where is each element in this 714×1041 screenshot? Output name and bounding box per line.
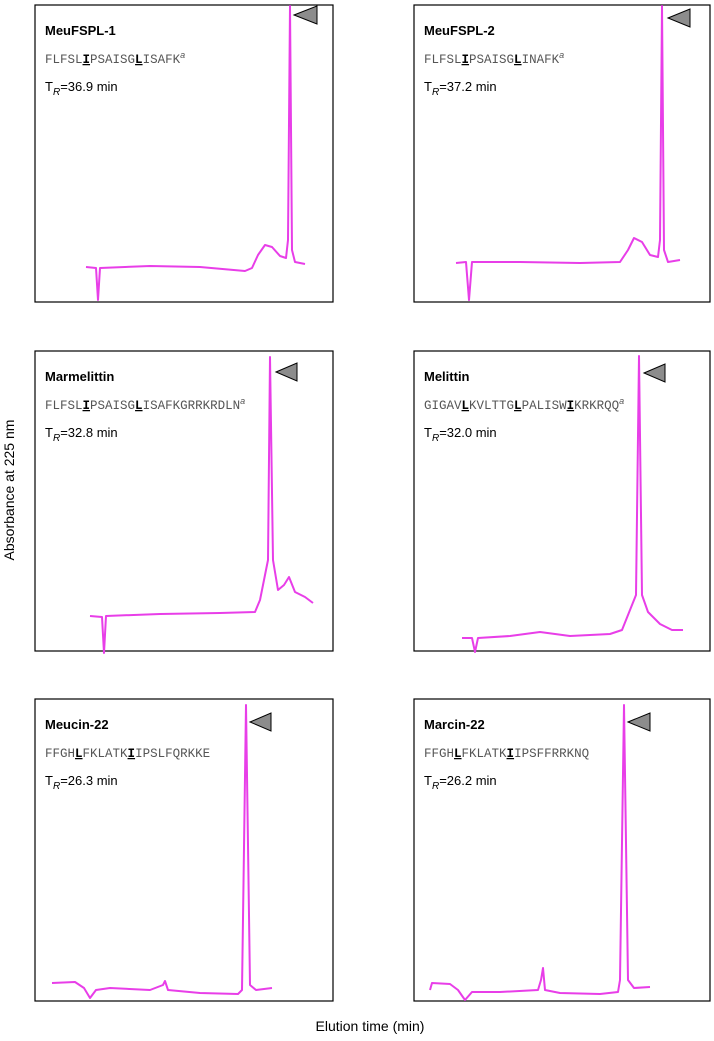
retention-value: =26.3 min xyxy=(60,773,117,788)
sequence: FFGHLFKLATKIIPSLFQRKKE xyxy=(45,747,210,761)
residue: L xyxy=(514,399,522,413)
residue: ISAFKGRRKRDLN xyxy=(143,399,241,413)
panel-box xyxy=(413,4,711,303)
footnote: a xyxy=(240,396,245,406)
retention-symbol: T xyxy=(45,79,53,94)
peptide-name: Marmelittin xyxy=(45,369,114,384)
peak-arrow xyxy=(642,363,666,383)
panel-box xyxy=(34,4,334,303)
chromatogram xyxy=(429,704,651,1001)
retention-value: =26.2 min xyxy=(439,773,496,788)
residue: I xyxy=(128,747,136,761)
residue: PSAISG xyxy=(90,399,135,413)
retention-time: TR=36.9 min xyxy=(45,79,118,98)
chromatogram xyxy=(462,355,683,653)
retention-subscript: R xyxy=(53,781,60,792)
residue: FKLATK xyxy=(83,747,129,761)
residue: I xyxy=(83,53,91,67)
chromatogram xyxy=(455,5,681,301)
residue: KRKRQQ xyxy=(574,399,619,413)
retention-subscript: R xyxy=(432,433,439,444)
residue: FFGH xyxy=(45,747,75,761)
peak-arrow xyxy=(292,5,318,25)
panel-box xyxy=(413,698,711,1002)
retention-subscript: R xyxy=(432,87,439,98)
retention-value: =32.8 min xyxy=(60,425,117,440)
peptide-name: Marcin-22 xyxy=(424,717,485,732)
sequence: GIGAVLKVLTTGLPALISWIKRKRQQa xyxy=(424,396,624,413)
retention-time: TR=26.3 min xyxy=(45,773,118,792)
traces xyxy=(34,4,711,1002)
residue: PSAISG xyxy=(469,53,514,67)
retention-value: =36.9 min xyxy=(60,79,117,94)
panel-box xyxy=(34,350,334,652)
residue: L xyxy=(514,53,522,67)
residue: IPSLFQRKKE xyxy=(135,747,210,761)
residue: I xyxy=(507,747,515,761)
residue: L xyxy=(454,747,462,761)
residue: FLFSL xyxy=(45,53,83,67)
retention-time: TR=32.0 min xyxy=(424,425,497,444)
retention-symbol: T xyxy=(45,425,53,440)
retention-symbol: T xyxy=(424,425,432,440)
residue: GIGAV xyxy=(424,399,462,413)
retention-subscript: R xyxy=(53,433,60,444)
sequence: FLFSLIPSAISGLISAFKa xyxy=(45,50,185,67)
retention-subscript: R xyxy=(53,87,60,98)
footnote: a xyxy=(559,50,564,60)
residue: PSAISG xyxy=(90,53,135,67)
retention-time: TR=32.8 min xyxy=(45,425,118,444)
peak-arrow xyxy=(248,712,272,732)
chromatogram xyxy=(89,356,314,654)
retention-time: TR=37.2 min xyxy=(424,79,497,98)
retention-symbol: T xyxy=(45,773,53,788)
residue: L xyxy=(135,53,143,67)
residue: FLFSL xyxy=(45,399,83,413)
peptide-name: Melittin xyxy=(424,369,470,384)
residue: ISAFK xyxy=(143,53,181,67)
retention-value: =32.0 min xyxy=(439,425,496,440)
peak-arrow xyxy=(666,8,691,28)
peptide-name: MeuFSPL-1 xyxy=(45,23,116,38)
chromatogram xyxy=(51,704,273,999)
residue: L xyxy=(135,399,143,413)
retention-value: =37.2 min xyxy=(439,79,496,94)
residue: PALISW xyxy=(522,399,568,413)
residue: INAFK xyxy=(522,53,560,67)
sequence: FLFSLIPSAISGLINAFKa xyxy=(424,50,564,67)
residue: I xyxy=(462,53,470,67)
residue: KVLTTG xyxy=(469,399,514,413)
footnote: a xyxy=(180,50,185,60)
panel-box xyxy=(34,698,334,1002)
sequence: FFGHLFKLATKIIPSFFRRKNQ xyxy=(424,747,589,761)
residue: I xyxy=(83,399,91,413)
retention-symbol: T xyxy=(424,773,432,788)
peak-arrow xyxy=(626,712,651,732)
residue: FFGH xyxy=(424,747,454,761)
peptide-name: MeuFSPL-2 xyxy=(424,23,495,38)
residue: FLFSL xyxy=(424,53,462,67)
residue: L xyxy=(462,399,470,413)
sequence: FLFSLIPSAISGLISAFKGRRKRDLNa xyxy=(45,396,245,413)
x-axis-label: Elution time (min) xyxy=(316,1018,425,1034)
residue: I xyxy=(567,399,575,413)
panel-box xyxy=(413,350,711,652)
residue: IPSFFRRKNQ xyxy=(514,747,589,761)
chromatogram xyxy=(85,5,306,301)
retention-subscript: R xyxy=(432,781,439,792)
footnote: a xyxy=(619,396,624,406)
peptide-name: Meucin-22 xyxy=(45,717,109,732)
peak-arrow xyxy=(274,362,298,382)
residue: L xyxy=(75,747,83,761)
residue: FKLATK xyxy=(462,747,508,761)
retention-symbol: T xyxy=(424,79,432,94)
y-axis-label: Absorbance at 225 nm xyxy=(1,420,17,561)
retention-time: TR=26.2 min xyxy=(424,773,497,792)
